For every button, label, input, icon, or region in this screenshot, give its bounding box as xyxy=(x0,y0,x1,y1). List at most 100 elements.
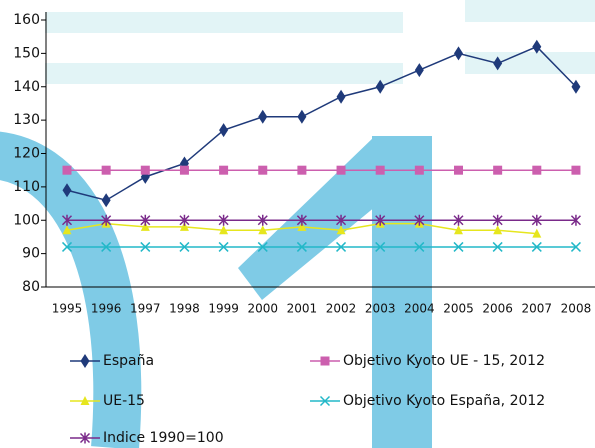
data-point xyxy=(140,165,150,175)
legend-label: Indice 1990=100 xyxy=(103,430,224,446)
data-point xyxy=(258,165,268,175)
legend-marker xyxy=(319,395,331,407)
data-point xyxy=(531,214,542,226)
data-point xyxy=(454,165,463,175)
data-point xyxy=(454,225,463,235)
data-point xyxy=(219,165,229,175)
data-point xyxy=(336,89,346,104)
x-tick-label: 2002 xyxy=(326,302,357,316)
x-tick-label: 2006 xyxy=(482,302,513,316)
legend-label: UE-15 xyxy=(103,393,145,409)
x-tick-label: 1998 xyxy=(169,302,200,316)
data-point xyxy=(179,214,190,226)
data-point xyxy=(62,225,72,235)
data-point xyxy=(179,165,189,175)
x-tick-label: 2008 xyxy=(561,302,592,316)
data-point xyxy=(532,39,542,54)
x-tick-label: 1999 xyxy=(208,302,239,316)
data-point xyxy=(62,165,72,175)
data-point xyxy=(101,214,112,226)
data-point xyxy=(532,228,542,238)
data-point xyxy=(375,241,386,252)
data-point xyxy=(493,225,503,235)
data-point xyxy=(454,46,463,61)
data-point xyxy=(493,56,503,71)
y-tick-label: 130 xyxy=(13,112,40,128)
x-tick-label: 2004 xyxy=(404,302,435,316)
data-point xyxy=(257,241,268,252)
data-point xyxy=(258,225,268,235)
legend-label: España xyxy=(103,353,154,369)
data-point xyxy=(571,79,581,94)
data-point xyxy=(414,214,425,226)
legend-marker xyxy=(80,396,90,405)
x-tick-label: 2000 xyxy=(247,302,278,316)
data-point xyxy=(218,214,229,226)
x-tick-label: 2005 xyxy=(443,302,474,316)
data-point xyxy=(61,214,73,226)
y-tick-label: 120 xyxy=(13,146,40,162)
data-point xyxy=(296,214,307,226)
data-point xyxy=(453,214,464,226)
data-point xyxy=(570,214,581,226)
data-point xyxy=(101,165,111,175)
y-tick-label: 160 xyxy=(13,12,40,28)
y-tick-label: 90 xyxy=(22,246,40,262)
data-point xyxy=(179,221,189,231)
series-line xyxy=(66,45,577,202)
data-point xyxy=(375,79,385,94)
data-point xyxy=(453,241,464,252)
data-point xyxy=(492,214,503,226)
data-point xyxy=(296,241,307,252)
legend-label: Objetivo Kyoto UE - 15, 2012 xyxy=(343,353,545,369)
data-point xyxy=(414,165,424,175)
data-point xyxy=(336,241,347,252)
data-point xyxy=(336,225,346,235)
x-tick-label: 1997 xyxy=(130,302,161,316)
data-point xyxy=(61,241,73,252)
y-tick-label: 150 xyxy=(13,45,40,61)
legend-marker xyxy=(320,356,330,366)
data-point xyxy=(140,241,151,252)
data-point xyxy=(532,165,542,175)
data-point xyxy=(218,241,229,252)
x-tick-label: 2001 xyxy=(287,302,318,316)
y-tick-label: 80 xyxy=(22,279,40,295)
y-tick-label: 140 xyxy=(13,79,40,95)
x-tick-label: 1996 xyxy=(91,302,122,316)
data-point xyxy=(375,165,385,175)
data-point xyxy=(297,221,307,231)
data-point xyxy=(414,63,424,78)
legend-marker xyxy=(80,354,90,368)
data-point xyxy=(493,165,503,175)
data-point xyxy=(101,193,111,208)
data-point xyxy=(336,214,347,226)
data-point xyxy=(140,221,150,231)
x-tick-label: 2003 xyxy=(365,302,396,316)
legend-label: Objetivo Kyoto España, 2012 xyxy=(343,393,545,409)
x-tick-label: 2007 xyxy=(522,302,553,316)
data-point xyxy=(375,214,386,226)
data-point xyxy=(570,241,581,252)
y-tick-label: 100 xyxy=(13,212,40,228)
data-point xyxy=(336,165,346,175)
y-tick-label: 110 xyxy=(13,179,40,195)
data-point xyxy=(140,214,151,226)
data-point xyxy=(492,241,503,252)
data-point xyxy=(414,241,425,252)
data-point xyxy=(531,241,542,252)
data-point xyxy=(297,165,307,175)
x-tick-label: 1995 xyxy=(52,302,83,316)
data-point xyxy=(101,241,112,252)
data-point xyxy=(179,241,190,252)
data-point xyxy=(297,109,307,124)
data-point xyxy=(571,165,581,175)
legend-marker xyxy=(79,432,91,444)
data-point xyxy=(258,109,268,124)
data-point xyxy=(219,225,229,235)
data-point xyxy=(62,183,72,198)
data-point xyxy=(219,123,229,138)
data-point xyxy=(257,214,268,226)
